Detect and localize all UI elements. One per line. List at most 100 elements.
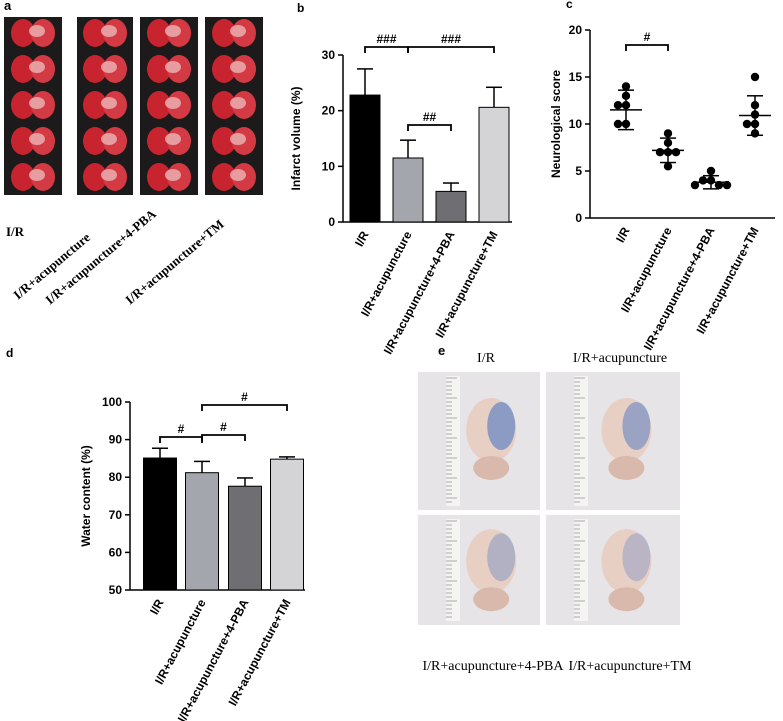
brain-stain xyxy=(622,533,651,582)
significance-bracket xyxy=(407,46,495,53)
slice-highlight xyxy=(165,25,181,37)
y-axis-label: Infarct volume (%) xyxy=(289,86,303,190)
significance-bracket xyxy=(364,46,409,53)
bar xyxy=(228,485,262,591)
brain-stem xyxy=(608,587,645,612)
slice-highlight xyxy=(230,133,246,145)
y-axis-label: Water content (%) xyxy=(79,445,93,547)
brain-slice xyxy=(147,19,171,47)
slice-highlight xyxy=(101,25,117,37)
panel-letter: d xyxy=(6,346,13,360)
panel-letter: e xyxy=(438,343,445,358)
y-tick-label: 20 xyxy=(322,104,336,118)
significance-label: # xyxy=(220,420,227,434)
image-label: I/R+acupuncture+TM xyxy=(568,659,692,674)
brain-slice xyxy=(212,127,236,155)
ruler xyxy=(446,376,460,506)
ruler xyxy=(574,376,588,506)
slice-highlight xyxy=(101,133,117,145)
data-point xyxy=(698,176,708,185)
data-point xyxy=(621,82,631,91)
image-label: I/R xyxy=(6,224,25,239)
brain-stem xyxy=(473,587,510,612)
ruler xyxy=(446,519,460,621)
significance-label: ## xyxy=(423,110,437,124)
brain-slice xyxy=(11,19,35,47)
data-point xyxy=(742,119,752,129)
brain-stem xyxy=(473,455,510,480)
y-tick-label: 70 xyxy=(109,508,123,522)
data-point xyxy=(671,148,681,157)
bar xyxy=(185,472,219,591)
brain-stain xyxy=(622,401,651,450)
panel-letter: b xyxy=(297,1,304,15)
y-tick-label: 10 xyxy=(569,117,583,131)
significance-bracket xyxy=(201,434,246,441)
image-label: I/R+acupuncture xyxy=(573,351,667,366)
y-tick-label: 20 xyxy=(569,23,583,37)
significance-bracket xyxy=(407,124,452,131)
slice-highlight xyxy=(165,97,181,109)
brain-slice xyxy=(11,163,35,191)
brain-slice xyxy=(83,19,107,47)
y-tick-label: 5 xyxy=(575,164,582,178)
slice-highlight xyxy=(230,25,246,37)
y-tick-label: 10 xyxy=(322,159,336,173)
panel-a-photos xyxy=(4,17,263,195)
x-tick-label: I/R xyxy=(613,225,633,245)
significance-label: # xyxy=(178,422,185,436)
significance-label: ### xyxy=(376,32,396,46)
slice-highlight xyxy=(101,97,117,109)
brain-slice xyxy=(11,91,35,119)
brain xyxy=(601,529,652,594)
bar xyxy=(349,94,381,223)
bar xyxy=(435,190,467,223)
significance-label: # xyxy=(644,30,651,44)
data-point xyxy=(706,166,716,176)
brain-slice xyxy=(11,127,35,155)
significance-bracket xyxy=(159,436,203,443)
data-point xyxy=(663,162,673,171)
slice-highlight xyxy=(165,169,181,181)
bar xyxy=(143,457,177,591)
brain-slice xyxy=(212,163,236,191)
slice-highlight xyxy=(29,25,45,37)
brain-slice xyxy=(212,55,236,83)
slice-highlight xyxy=(230,97,246,109)
brain-slice xyxy=(147,163,171,191)
significance-label: ### xyxy=(441,32,461,46)
y-tick-label: 80 xyxy=(109,470,123,484)
y-tick-label: 0 xyxy=(575,211,582,225)
data-point xyxy=(613,119,623,129)
ruler xyxy=(574,519,588,621)
y-tick-label: 90 xyxy=(109,433,123,447)
slice-highlight xyxy=(230,61,246,73)
brain-slice xyxy=(147,91,171,119)
slice-highlight xyxy=(101,61,117,73)
brain-slice xyxy=(147,55,171,83)
slice-highlight xyxy=(230,169,246,181)
panel-letter: a xyxy=(4,0,12,13)
bar xyxy=(270,458,304,591)
slice-highlight xyxy=(29,61,45,73)
y-tick-label: 0 xyxy=(328,215,335,229)
y-tick-label: 60 xyxy=(109,545,123,559)
y-tick-label: 30 xyxy=(322,48,336,62)
significance-bracket xyxy=(625,44,669,51)
brain-slice xyxy=(11,55,35,83)
brain-slice xyxy=(83,55,107,83)
data-point xyxy=(655,148,665,157)
brain-slice xyxy=(83,127,107,155)
image-label: I/R+acupuncture+4-PBA xyxy=(423,659,565,674)
y-tick-label: 100 xyxy=(102,395,122,409)
brain-stain xyxy=(487,533,516,582)
slice-highlight xyxy=(165,61,181,73)
y-tick-label: 50 xyxy=(109,583,123,597)
data-point xyxy=(750,72,760,82)
y-tick-label: 15 xyxy=(569,70,583,84)
brain xyxy=(466,529,517,594)
bar xyxy=(478,106,510,223)
slice-highlight xyxy=(29,169,45,181)
